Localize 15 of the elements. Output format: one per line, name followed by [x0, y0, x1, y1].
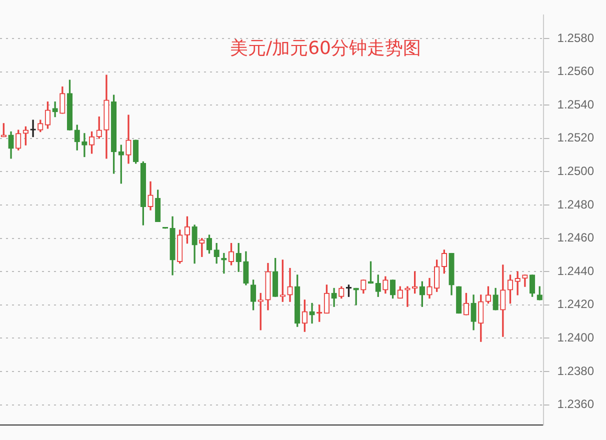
- y-tick-label: 1.2500: [557, 164, 594, 178]
- y-tick-label: 1.2460: [557, 230, 594, 245]
- y-tick-label: 1.2520: [557, 130, 594, 145]
- text: 美元/加元60分钟走势图: [230, 37, 421, 60]
- y-tick-label: 1.2480: [557, 197, 594, 212]
- y-tick-label: 1.2420: [557, 297, 594, 312]
- y-tick-label: 1.2540: [557, 97, 594, 112]
- candlestick: [82, 133, 88, 158]
- y-tick-label: 1.2360: [557, 397, 594, 412]
- candlestick: [309, 302, 315, 324]
- y-tick-label: 1.2380: [557, 364, 594, 378]
- y-tick-label: 1.2440: [557, 264, 594, 278]
- y-tick-label: 1.2400: [557, 330, 594, 345]
- y-tick-label: 1.2580: [557, 30, 594, 45]
- y-tick-label: 1.2560: [557, 64, 594, 78]
